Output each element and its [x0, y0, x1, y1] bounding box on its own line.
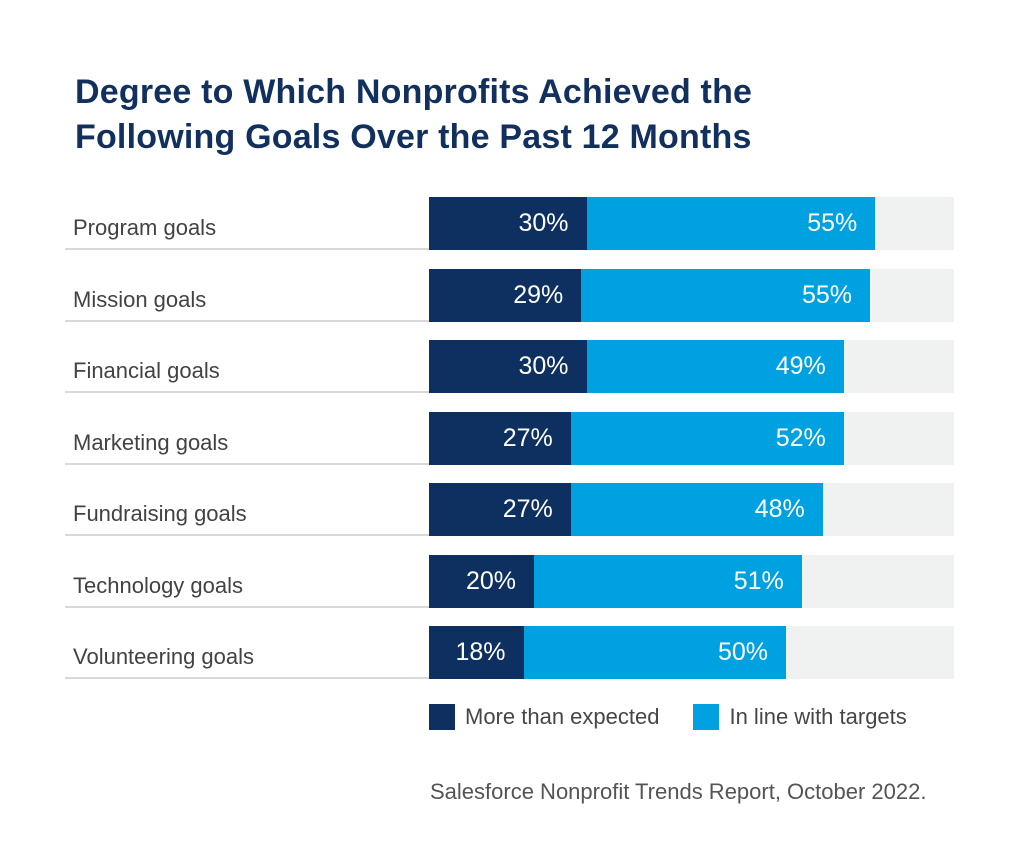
- chart-row: Marketing goals 27% 52%: [65, 411, 954, 465]
- bar-segment-in-line-with-targets: 51%: [534, 554, 802, 608]
- chart-row: Financial goals 30% 49%: [65, 340, 954, 393]
- bar-value-label: 52%: [775, 423, 826, 452]
- bar-segment-more-than-expected: 20%: [429, 554, 534, 608]
- bar-segment-more-than-expected: 29%: [429, 268, 582, 322]
- bar-track: 27% 48%: [429, 483, 954, 536]
- bar-segment-more-than-expected: 30%: [429, 340, 587, 393]
- stacked-bar-chart: Program goals 30% 55% Mission goals 29% 55% Fi…: [65, 197, 954, 679]
- bar-value-label: 55%: [807, 209, 858, 237]
- bar-value-label: 48%: [754, 495, 805, 523]
- bar-track: 30% 55%: [429, 197, 954, 250]
- category-label: Program goals: [65, 197, 429, 250]
- bar-segment-more-than-expected: 18%: [429, 626, 524, 679]
- category-label: Fundraising goals: [65, 483, 429, 536]
- chart-row: Technology goals 20% 51%: [65, 554, 954, 608]
- category-label: Marketing goals: [65, 412, 429, 465]
- bar-value-label: 30%: [518, 209, 569, 237]
- legend-item-in-line-with-targets: In line with targets: [693, 704, 907, 730]
- bar-value-label: 27%: [502, 495, 553, 523]
- chart-row: Fundraising goals 27% 48%: [65, 483, 954, 536]
- bar-segment-more-than-expected: 27%: [429, 411, 571, 465]
- chart-row: Program goals 30% 55%: [65, 197, 954, 250]
- legend-label: More than expected: [465, 704, 660, 729]
- bar-segment-in-line-with-targets: 50%: [523, 626, 786, 679]
- legend-swatch-more-than-expected: [429, 704, 455, 730]
- chart-title: Degree to Which Nonprofits Achieved the …: [75, 73, 753, 156]
- bar-value-label: 20%: [465, 566, 516, 595]
- category-label: Technology goals: [65, 555, 429, 608]
- bar-segment-more-than-expected: 30%: [429, 197, 587, 250]
- bar-value-label: 27%: [502, 423, 553, 452]
- bar-track: 18% 50%: [429, 626, 954, 679]
- bar-track: 27% 52%: [429, 411, 954, 465]
- category-label: Financial goals: [65, 340, 429, 393]
- bar-value-label: 49%: [775, 352, 826, 380]
- bar-segment-in-line-with-targets: 55%: [586, 197, 876, 250]
- bar-track: 29% 55%: [429, 268, 954, 322]
- bar-value-label: 50%: [717, 638, 768, 666]
- bar-segment-in-line-with-targets: 55%: [581, 268, 870, 322]
- bar-value-label: 18%: [455, 638, 506, 666]
- bar-segment-in-line-with-targets: 48%: [570, 483, 823, 536]
- chart-row: Volunteering goals 18% 50%: [65, 626, 954, 679]
- bar-value-label: 55%: [801, 280, 852, 309]
- bar-segment-more-than-expected: 27%: [429, 483, 571, 536]
- source-citation: Salesforce Nonprofit Trends Report, Octo…: [430, 779, 927, 804]
- bar-track: 20% 51%: [429, 554, 954, 608]
- category-label: Mission goals: [65, 269, 429, 322]
- bar-value-label: 30%: [518, 352, 569, 380]
- bar-segment-in-line-with-targets: 52%: [570, 411, 844, 465]
- chart-row: Mission goals 29% 55%: [65, 268, 954, 322]
- legend-swatch-in-line-with-targets: [693, 704, 720, 730]
- bar-value-label: 51%: [733, 566, 784, 595]
- bar-value-label: 29%: [513, 280, 564, 309]
- chart-legend: More than expected In line with targets: [429, 704, 907, 730]
- bar-track: 30% 49%: [429, 340, 954, 393]
- category-label: Volunteering goals: [65, 626, 429, 679]
- legend-item-more-than-expected: More than expected: [429, 704, 659, 730]
- legend-label: In line with targets: [729, 704, 907, 729]
- bar-segment-in-line-with-targets: 49%: [586, 340, 844, 393]
